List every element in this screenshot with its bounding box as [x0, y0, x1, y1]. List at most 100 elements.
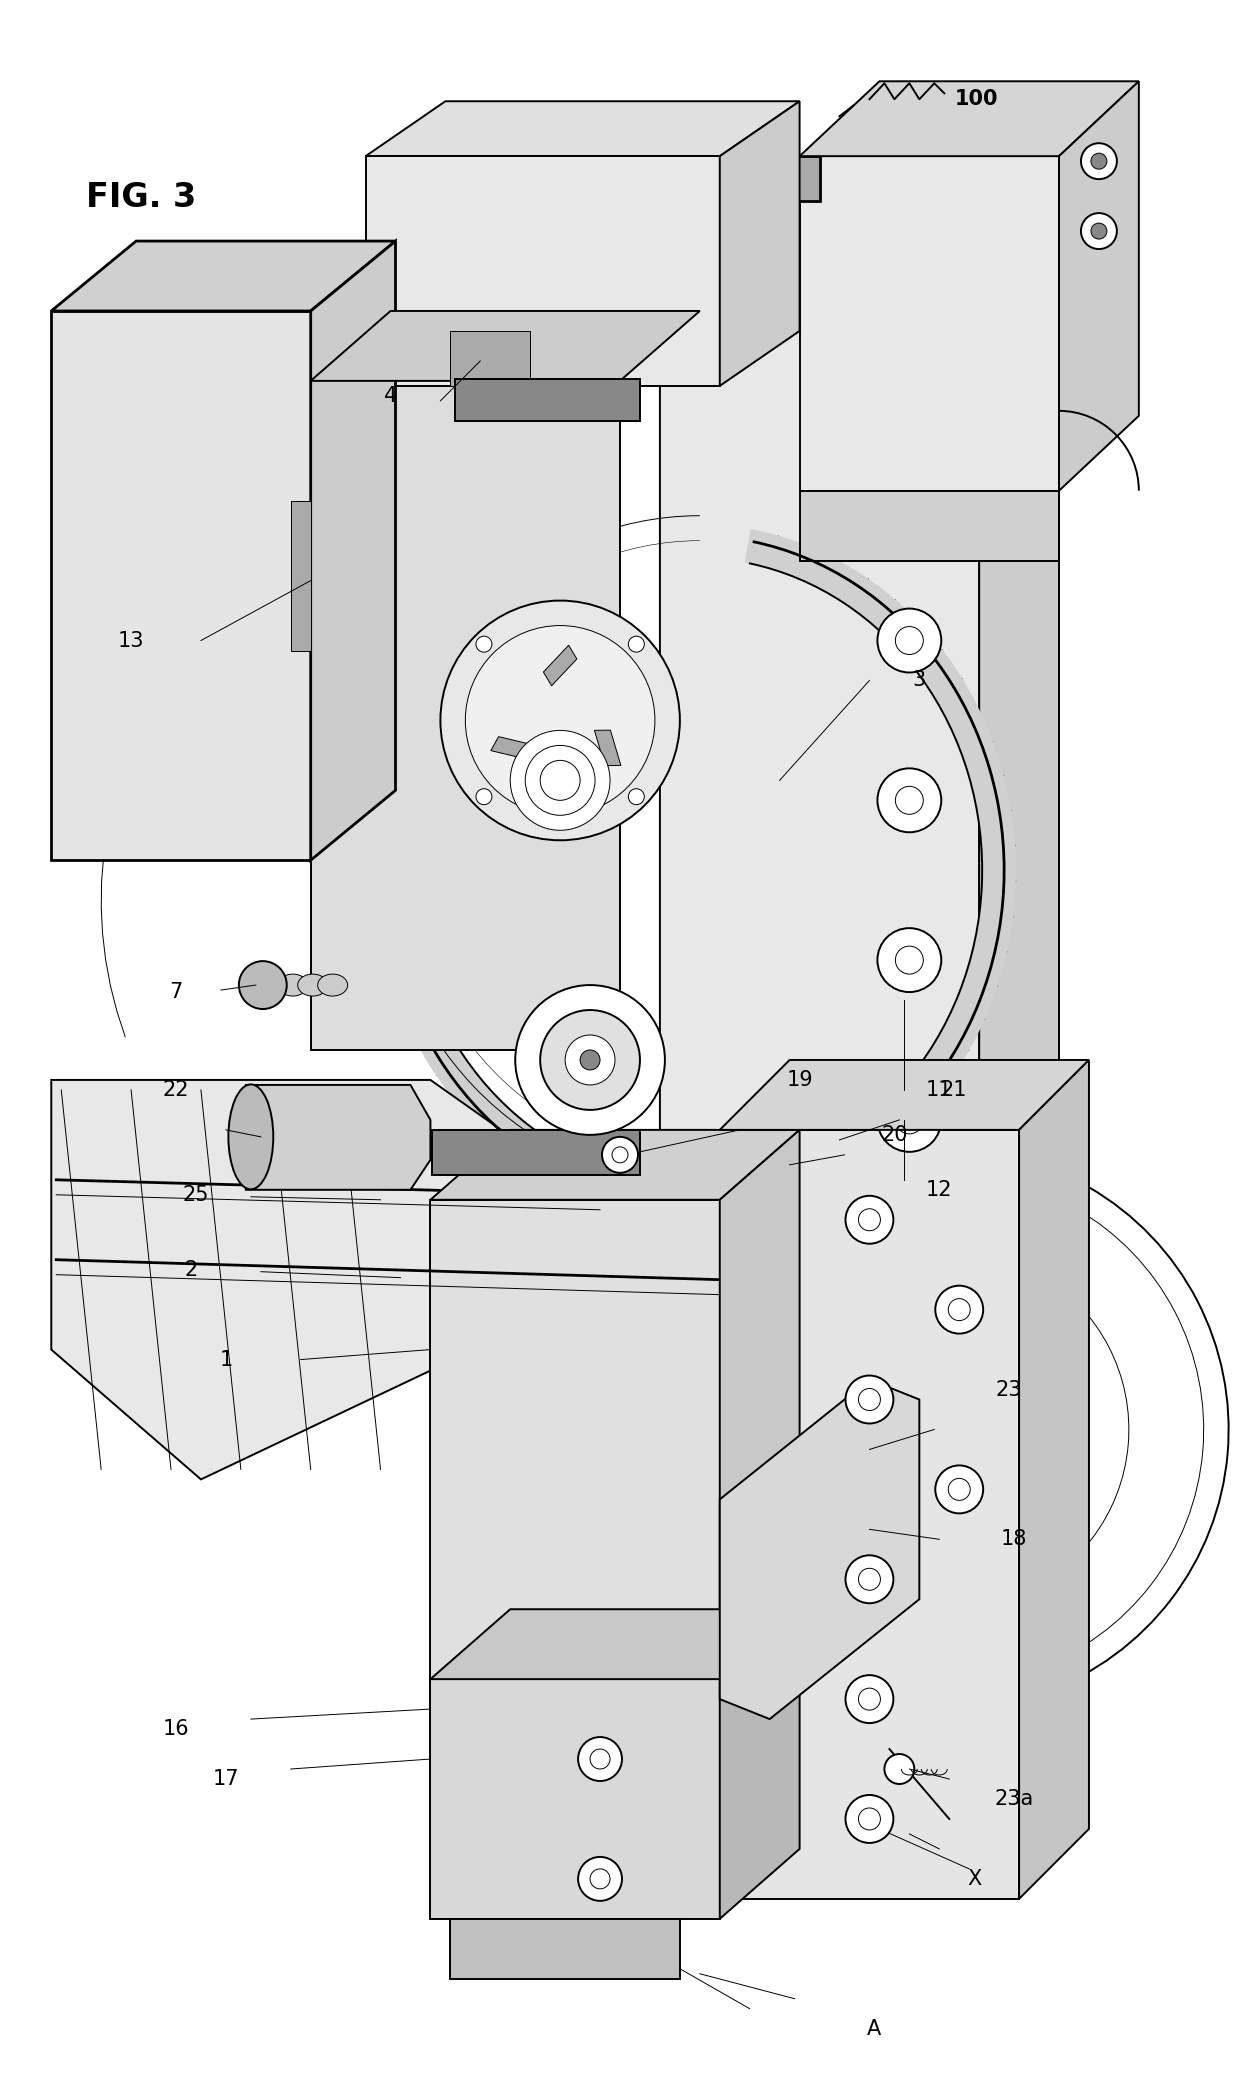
- Text: 18: 18: [1001, 1530, 1027, 1549]
- Circle shape: [846, 1675, 893, 1723]
- Polygon shape: [980, 155, 1059, 1379]
- Polygon shape: [660, 230, 980, 1499]
- Polygon shape: [450, 332, 531, 386]
- Circle shape: [629, 788, 645, 804]
- Text: FIG. 3: FIG. 3: [87, 180, 196, 214]
- Circle shape: [465, 626, 655, 815]
- Circle shape: [565, 1034, 615, 1084]
- Circle shape: [846, 1196, 893, 1244]
- Polygon shape: [311, 311, 699, 381]
- Ellipse shape: [258, 974, 288, 995]
- Text: 11: 11: [926, 1080, 952, 1101]
- Polygon shape: [311, 381, 620, 1051]
- Polygon shape: [433, 1130, 640, 1175]
- Polygon shape: [373, 529, 1016, 1217]
- Circle shape: [878, 769, 941, 831]
- Polygon shape: [719, 1379, 919, 1719]
- Polygon shape: [51, 311, 311, 860]
- Circle shape: [1091, 224, 1107, 238]
- Polygon shape: [660, 155, 1059, 230]
- Ellipse shape: [298, 974, 327, 995]
- Polygon shape: [246, 1084, 430, 1190]
- Polygon shape: [1019, 1059, 1089, 1899]
- Polygon shape: [51, 240, 396, 311]
- Circle shape: [1091, 153, 1107, 170]
- Polygon shape: [450, 1920, 680, 1980]
- Text: 100: 100: [955, 89, 998, 110]
- Circle shape: [846, 1795, 893, 1843]
- Polygon shape: [430, 1609, 800, 1679]
- Polygon shape: [430, 1200, 719, 1679]
- Polygon shape: [800, 491, 1059, 560]
- Circle shape: [613, 1146, 627, 1163]
- Polygon shape: [594, 730, 621, 765]
- Polygon shape: [491, 736, 534, 759]
- Polygon shape: [719, 1130, 800, 1679]
- Text: 12: 12: [926, 1180, 952, 1200]
- Circle shape: [476, 788, 492, 804]
- Circle shape: [949, 1298, 970, 1321]
- Circle shape: [590, 1750, 610, 1768]
- Polygon shape: [455, 379, 640, 421]
- Circle shape: [846, 1376, 893, 1424]
- Polygon shape: [543, 645, 577, 686]
- Circle shape: [510, 730, 610, 831]
- Circle shape: [895, 786, 924, 815]
- Text: 22: 22: [162, 1080, 190, 1101]
- Circle shape: [949, 1478, 970, 1501]
- Text: X: X: [967, 1870, 981, 1889]
- Circle shape: [858, 1209, 880, 1231]
- Circle shape: [878, 1088, 941, 1153]
- Text: 4: 4: [384, 386, 397, 406]
- Circle shape: [629, 636, 645, 653]
- Circle shape: [846, 1555, 893, 1602]
- Circle shape: [858, 1808, 880, 1830]
- Ellipse shape: [317, 974, 347, 995]
- Ellipse shape: [228, 1084, 273, 1190]
- Circle shape: [895, 626, 924, 655]
- Circle shape: [239, 962, 286, 1010]
- Text: 13: 13: [118, 630, 144, 651]
- Text: 23a: 23a: [994, 1789, 1034, 1810]
- Text: 25: 25: [182, 1186, 210, 1204]
- Polygon shape: [709, 155, 820, 201]
- Polygon shape: [1059, 81, 1138, 491]
- Circle shape: [1081, 214, 1117, 249]
- Text: 7: 7: [170, 983, 182, 1001]
- Circle shape: [590, 1870, 610, 1889]
- Text: 20: 20: [882, 1126, 908, 1144]
- Polygon shape: [430, 1130, 800, 1200]
- Circle shape: [878, 929, 941, 993]
- Circle shape: [935, 1285, 983, 1333]
- Circle shape: [878, 609, 941, 672]
- Circle shape: [895, 945, 924, 974]
- Text: 2: 2: [185, 1260, 197, 1279]
- Text: 17: 17: [212, 1768, 239, 1789]
- Polygon shape: [719, 1130, 1019, 1899]
- Text: 16: 16: [162, 1719, 190, 1739]
- Polygon shape: [430, 1679, 719, 1920]
- Circle shape: [858, 1389, 880, 1410]
- Polygon shape: [51, 1080, 600, 1480]
- Circle shape: [541, 761, 580, 800]
- Polygon shape: [290, 502, 311, 651]
- Circle shape: [1081, 143, 1117, 178]
- Polygon shape: [311, 240, 396, 860]
- Text: 19: 19: [786, 1070, 813, 1090]
- Text: A: A: [867, 2019, 882, 2038]
- Circle shape: [603, 1136, 637, 1173]
- Circle shape: [541, 1010, 640, 1109]
- Circle shape: [884, 1754, 914, 1785]
- Circle shape: [895, 1105, 924, 1134]
- Circle shape: [858, 1569, 880, 1590]
- Circle shape: [580, 1051, 600, 1070]
- Circle shape: [440, 601, 680, 840]
- Polygon shape: [719, 1609, 800, 1920]
- Circle shape: [578, 1737, 622, 1781]
- Circle shape: [476, 636, 492, 653]
- Text: 1: 1: [219, 1350, 233, 1370]
- Text: 3: 3: [913, 670, 926, 690]
- Polygon shape: [366, 102, 800, 155]
- Circle shape: [858, 1687, 880, 1710]
- Circle shape: [578, 1857, 622, 1901]
